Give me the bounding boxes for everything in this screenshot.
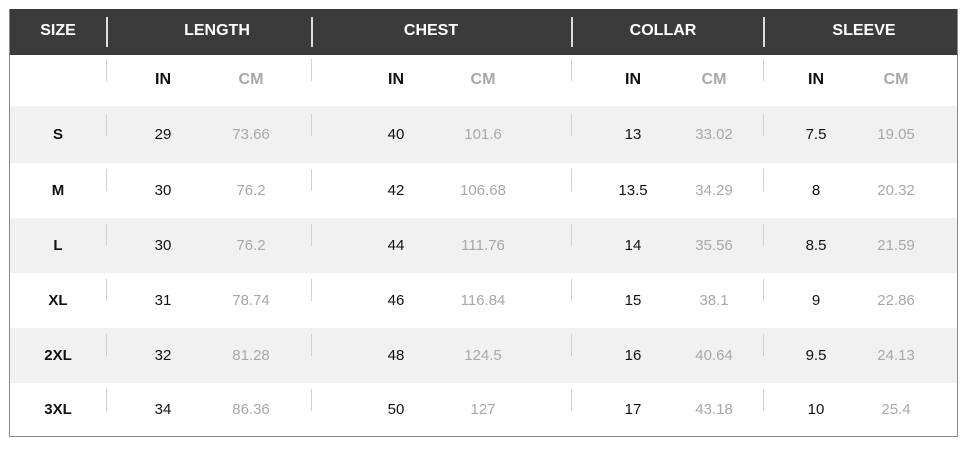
value-in-length: 34 [154, 401, 172, 418]
value-cm-chest: 101.6 [464, 126, 502, 143]
value-in-sleeve: 9.5 [805, 347, 827, 364]
unit-cm-length: CM [238, 71, 264, 88]
value-in-sleeve: 7.5 [805, 126, 827, 143]
value-cm-sleeve: 21.59 [877, 237, 915, 254]
size-label: 2XL [44, 347, 72, 364]
table-header: SIZE LENGTH CHEST COLLAR SLEEVE [10, 9, 957, 55]
value-cm-length: 78.74 [232, 292, 270, 309]
value-in-collar: 14 [624, 237, 642, 254]
unit-in-length: IN [155, 71, 171, 88]
value-in-chest: 50 [387, 401, 405, 418]
size-label: M [51, 182, 65, 199]
header-divider [311, 17, 313, 47]
value-cm-collar: 34.29 [695, 182, 733, 199]
header-chest: CHEST [403, 22, 459, 39]
column-divider [571, 59, 572, 435]
table-row: 3XL 34 86.36 50 127 17 43.18 10 25.4 [10, 383, 957, 437]
table-row: S 29 73.66 40 101.6 13 33.02 7.5 19.05 [10, 106, 957, 163]
value-cm-chest: 116.84 [460, 292, 506, 309]
value-in-sleeve: 8 [811, 182, 821, 199]
unit-row: IN CM IN CM IN CM IN CM [10, 55, 957, 106]
value-in-collar: 13.5 [618, 182, 648, 199]
value-in-length: 32 [154, 347, 172, 364]
value-in-collar: 15 [624, 292, 642, 309]
value-in-length: 30 [154, 237, 172, 254]
value-cm-collar: 40.64 [695, 347, 733, 364]
value-in-collar: 17 [624, 401, 642, 418]
size-label: S [52, 126, 64, 143]
unit-cm-collar: CM [701, 71, 727, 88]
table-row: M 30 76.2 42 106.68 13.5 34.29 8 20.32 [10, 163, 957, 218]
header-sleeve: SLEEVE [832, 22, 896, 39]
value-cm-length: 76.2 [236, 182, 266, 199]
unit-cm-sleeve: CM [883, 71, 909, 88]
header-divider [106, 17, 108, 47]
header-divider [763, 17, 765, 47]
value-in-sleeve: 10 [807, 401, 825, 418]
value-cm-sleeve: 22.86 [877, 292, 915, 309]
header-divider [571, 17, 573, 47]
value-cm-collar: 38.1 [699, 292, 729, 309]
header-length: LENGTH [184, 22, 250, 39]
value-cm-length: 73.66 [232, 126, 270, 143]
unit-cm-chest: CM [470, 71, 496, 88]
table-row: 2XL 32 81.28 48 124.5 16 40.64 9.5 24.13 [10, 328, 957, 383]
value-in-sleeve: 9 [811, 292, 821, 309]
table-row: XL 31 78.74 46 116.84 15 38.1 9 22.86 [10, 273, 957, 328]
value-in-chest: 44 [387, 237, 405, 254]
unit-in-chest: IN [388, 71, 404, 88]
value-cm-collar: 35.56 [695, 237, 733, 254]
value-cm-length: 76.2 [236, 237, 266, 254]
value-cm-sleeve: 19.05 [877, 126, 915, 143]
unit-in-sleeve: IN [808, 71, 824, 88]
value-in-chest: 46 [387, 292, 405, 309]
column-divider [311, 59, 312, 435]
size-label: XL [48, 292, 68, 309]
value-cm-chest: 106.68 [460, 182, 506, 199]
value-in-chest: 48 [387, 347, 405, 364]
value-cm-chest: 124.5 [464, 347, 502, 364]
size-label: 3XL [44, 401, 72, 418]
value-in-collar: 13 [624, 126, 642, 143]
value-in-length: 30 [154, 182, 172, 199]
value-cm-chest: 111.76 [461, 237, 505, 254]
value-in-collar: 16 [624, 347, 642, 364]
unit-in-collar: IN [625, 71, 641, 88]
value-cm-sleeve: 25.4 [881, 401, 911, 418]
value-cm-collar: 43.18 [695, 401, 733, 418]
value-cm-chest: 127 [470, 401, 496, 418]
value-in-length: 31 [154, 292, 172, 309]
value-in-chest: 40 [387, 126, 405, 143]
value-cm-collar: 33.02 [695, 126, 733, 143]
value-in-sleeve: 8.5 [805, 237, 827, 254]
column-divider [763, 59, 764, 435]
value-cm-length: 81.28 [232, 347, 270, 364]
value-cm-sleeve: 24.13 [877, 347, 915, 364]
value-cm-length: 86.36 [232, 401, 270, 418]
header-size: SIZE [40, 22, 76, 39]
value-cm-sleeve: 20.32 [877, 182, 915, 199]
header-collar: COLLAR [629, 22, 697, 39]
table-row: L 30 76.2 44 111.76 14 35.56 8.5 21.59 [10, 218, 957, 273]
value-in-chest: 42 [387, 182, 405, 199]
size-label: L [53, 237, 63, 254]
column-divider [106, 59, 107, 435]
value-in-length: 29 [154, 126, 172, 143]
size-chart-table: SIZE LENGTH CHEST COLLAR SLEEVE IN CM IN CM IN CM… [9, 9, 958, 437]
